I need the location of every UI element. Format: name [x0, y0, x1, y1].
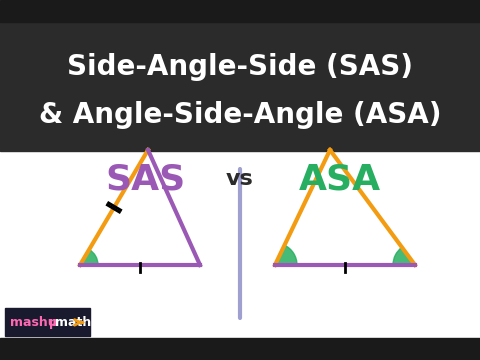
- Wedge shape: [275, 245, 297, 265]
- Bar: [5, 309, 90, 336]
- Text: vs: vs: [226, 169, 254, 189]
- Text: & Angle-Side-Angle (ASA): & Angle-Side-Angle (ASA): [39, 101, 441, 129]
- Text: Side-Angle-Side (SAS): Side-Angle-Side (SAS): [67, 53, 413, 81]
- Text: p: p: [49, 316, 58, 329]
- Wedge shape: [80, 249, 98, 265]
- Text: ASA: ASA: [299, 162, 381, 196]
- Wedge shape: [393, 247, 415, 265]
- Text: SAS: SAS: [105, 162, 185, 196]
- Bar: [0, 0, 480, 22]
- Bar: [0, 338, 480, 360]
- Bar: [0, 22, 480, 151]
- Text: mashu: mashu: [10, 316, 57, 329]
- Text: math: math: [55, 316, 91, 329]
